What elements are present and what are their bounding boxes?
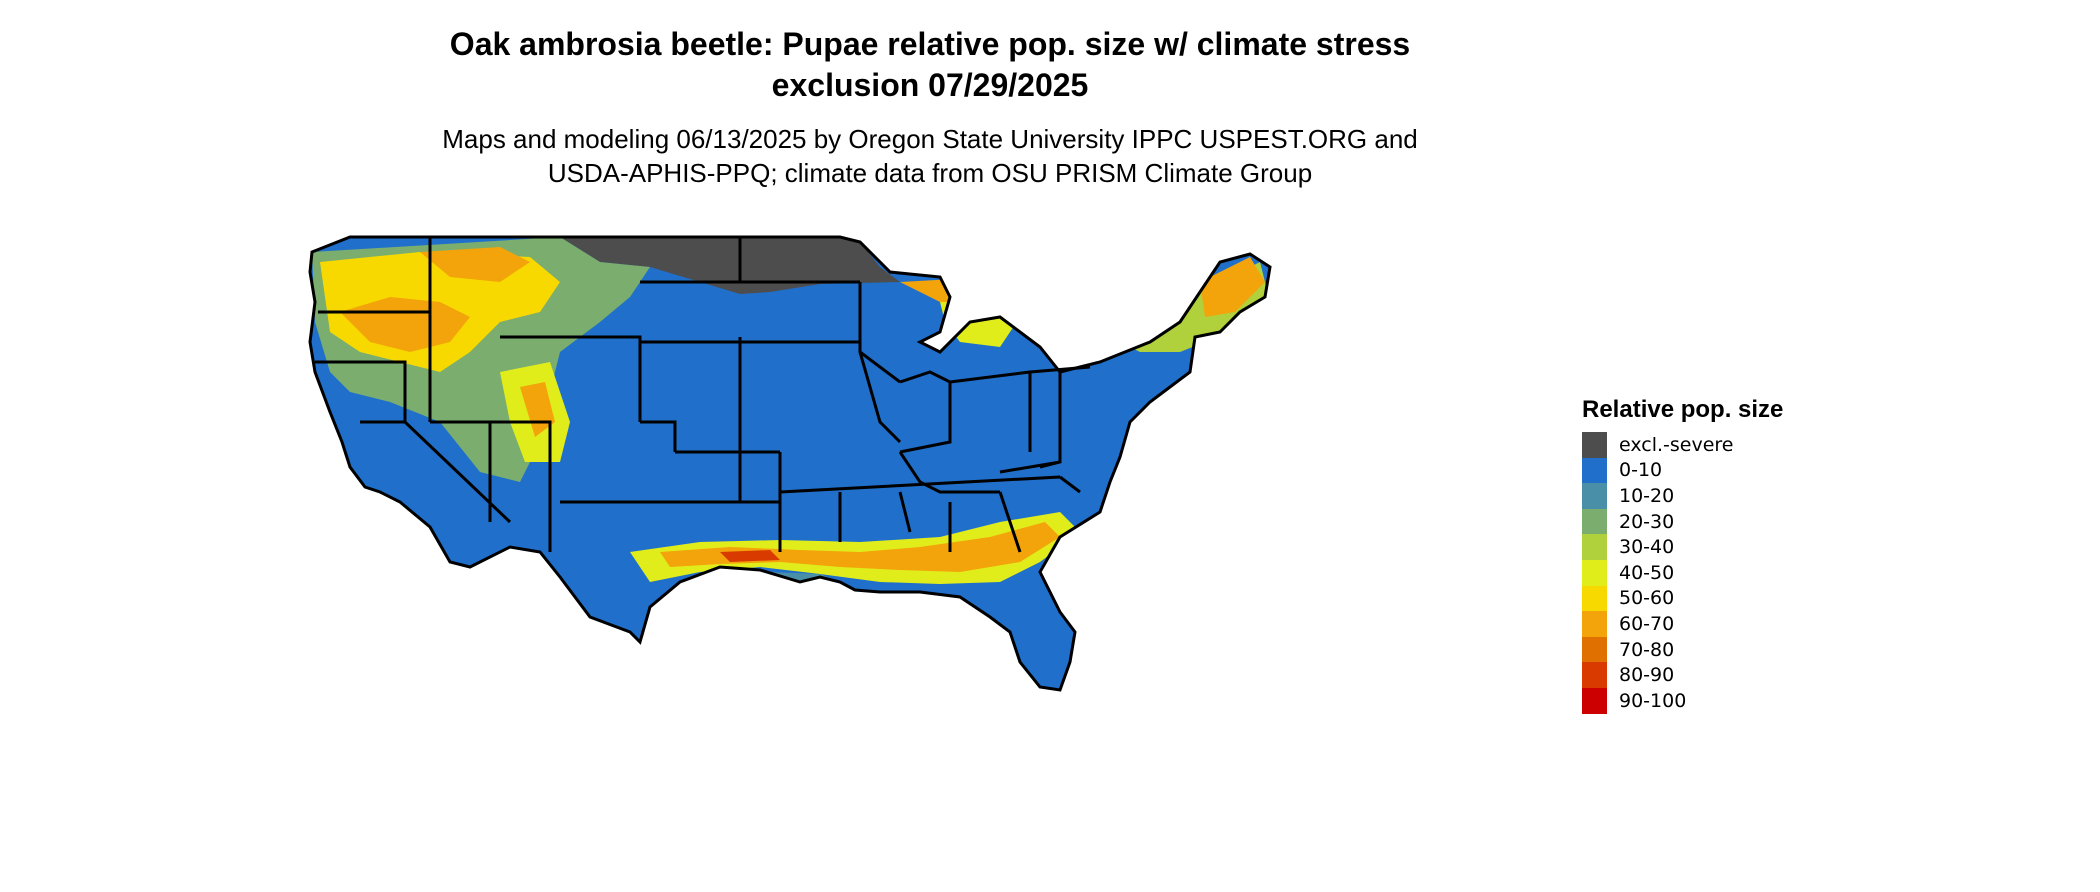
legend-item: 20-30 [1582, 508, 1783, 535]
legend-label: 10-20 [1619, 484, 1675, 507]
legend-label: 90-100 [1619, 689, 1687, 712]
zone-60-70-north [420, 247, 530, 282]
title-line-1: Oak ambrosia beetle: Pupae relative pop.… [449, 26, 1411, 62]
legend-item: 0-10 [1582, 457, 1783, 484]
map-title: Oak ambrosia beetle: Pupae relative pop.… [0, 24, 1860, 106]
legend-item: 70-80 [1582, 636, 1783, 663]
legend-label: 20-30 [1619, 510, 1675, 533]
legend-item: 90-100 [1582, 687, 1783, 714]
legend-label: 80-90 [1619, 664, 1675, 687]
state-borders [308, 235, 1272, 692]
legend-swatch [1582, 457, 1607, 484]
legend-label: 70-80 [1619, 638, 1675, 661]
legend: Relative pop. size excl.-severe 0-10 10-20… [1582, 396, 1783, 714]
legend-swatch [1582, 636, 1607, 663]
border-lines [315, 237, 1091, 553]
legend-item: 30-40 [1582, 534, 1783, 560]
legend-label: 30-40 [1619, 536, 1675, 559]
title-line-2: exclusion 07/29/2025 [771, 67, 1089, 103]
legend-item: 60-70 [1582, 611, 1783, 637]
legend-item: 50-60 [1582, 585, 1783, 612]
legend-swatch [1582, 508, 1607, 535]
legend-label: 0-10 [1619, 459, 1663, 482]
legend-swatch [1582, 432, 1607, 458]
zone-excluded [560, 237, 900, 294]
us-outline [308, 235, 1272, 692]
legend-label: 40-50 [1619, 561, 1675, 584]
legend-item: 40-50 [1582, 559, 1783, 586]
legend-items: excl.-severe 0-10 10-20 20-30 30-40 40-50 50-6… [1582, 432, 1783, 714]
legend-label: 50-60 [1619, 587, 1675, 610]
legend-title: Relative pop. size [1582, 396, 1784, 423]
zone-60-70-maine [1200, 257, 1265, 317]
legend-swatch [1582, 534, 1607, 560]
legend-item: 10-20 [1582, 483, 1783, 509]
legend-item: excl.-severe [1582, 432, 1783, 458]
zone-80-90-south [720, 550, 780, 562]
legend-label: 60-70 [1619, 612, 1675, 635]
legend-swatch [1582, 611, 1607, 637]
legend-swatch [1582, 559, 1607, 586]
legend-swatch [1582, 662, 1607, 688]
subtitle-line-2: USDA-APHIS-PPQ; climate data from OSU PR… [547, 158, 1313, 188]
legend-swatch [1582, 483, 1607, 509]
legend-label: excl.-severe [1619, 433, 1734, 456]
legend-swatch [1582, 585, 1607, 612]
map-subtitle: Maps and modeling 06/13/2025 by Oregon S… [0, 122, 1860, 190]
subtitle-line-1: Maps and modeling 06/13/2025 by Oregon S… [442, 124, 1418, 154]
us-map [300, 222, 1550, 892]
us-map-svg [308, 235, 1272, 692]
legend-swatch [1582, 687, 1607, 714]
legend-item: 80-90 [1582, 662, 1783, 688]
